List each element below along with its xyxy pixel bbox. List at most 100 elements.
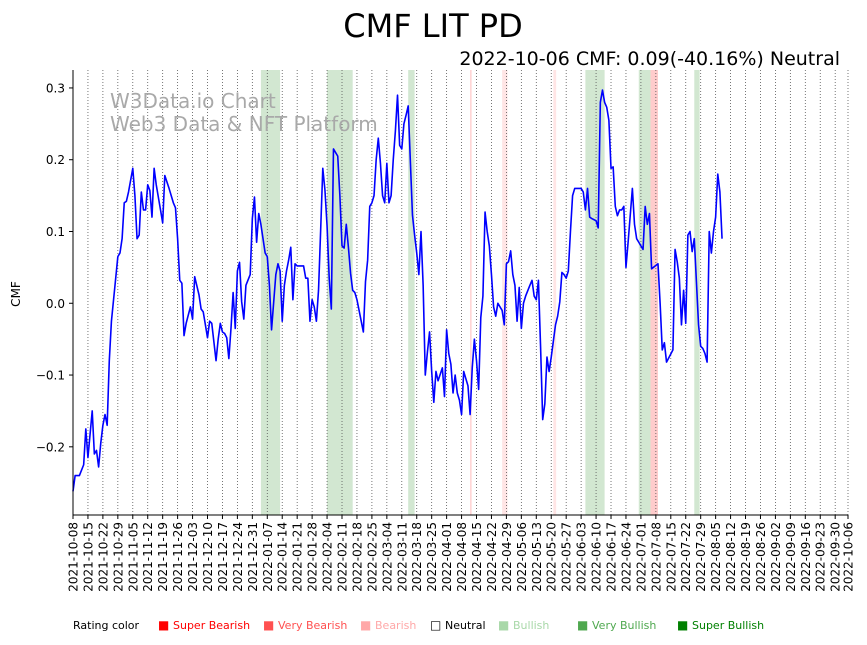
legend-item-super-bearish: ■ Super Bearish: [158, 618, 250, 632]
legend-marker: ■: [360, 618, 371, 632]
y-ticks: −0.2 −0.1 0.0 0.1 0.2 0.3: [36, 81, 73, 454]
x-tick-label: 2022-06-03: [575, 522, 589, 592]
x-tick-label: 2021-10-22: [96, 522, 110, 592]
x-tick-label: 2022-04-15: [470, 522, 484, 592]
x-tick-label: 2021-12-03: [186, 522, 200, 592]
y-tick-label: −0.2: [36, 440, 65, 454]
x-tick-label: 2022-07-08: [649, 522, 663, 592]
x-tick-label: 2022-05-13: [530, 522, 544, 592]
x-tick-label: 2022-06-10: [590, 522, 604, 592]
rating-span-bearish: [553, 70, 557, 515]
chart-subtitle: 2022-10-06 CMF: 0.09(-40.16%) Neutral: [459, 48, 840, 70]
legend-label: Bullish: [513, 619, 549, 632]
x-tick-label: 2022-08-26: [754, 522, 768, 592]
chart-title: CMF LIT PD: [343, 7, 522, 45]
x-tick-label: 2021-11-26: [171, 522, 185, 592]
legend-marker: ■: [677, 618, 688, 632]
x-tick-label: 2022-07-01: [634, 522, 648, 592]
x-tick-label: 2021-12-10: [201, 522, 215, 592]
x-tick-label: 2022-06-17: [605, 522, 619, 592]
x-tick-label: 2022-03-18: [410, 522, 424, 592]
x-tick-label: 2021-12-24: [231, 522, 245, 592]
legend-marker: □: [430, 618, 441, 632]
legend-item-neutral: □ Neutral: [430, 618, 486, 632]
cmf-line: [72, 89, 723, 492]
y-tick-label: 0.1: [46, 225, 65, 239]
y-tick-label: 0.0: [46, 297, 65, 311]
x-tick-label: 2022-09-09: [784, 522, 798, 592]
x-tick-label: 2021-10-29: [111, 522, 125, 592]
legend-marker: ■: [158, 618, 169, 632]
watermark: W3Data.io Chart Web3 Data & NFT Platform: [110, 89, 378, 136]
legend-label: Super Bullish: [692, 619, 764, 632]
x-tick-label: 2022-04-29: [500, 522, 514, 592]
x-tick-label: 2022-01-28: [306, 522, 320, 592]
x-tick-label: 2022-05-06: [515, 522, 529, 592]
rating-span-bullish: [408, 70, 415, 515]
y-tick-label: −0.1: [36, 369, 65, 383]
x-tick-label: 2021-12-17: [216, 522, 230, 592]
x-tick-label: 2022-02-11: [336, 522, 350, 592]
rating-span-very-bearish: [470, 70, 472, 515]
x-tick-label: 2022-05-27: [560, 522, 574, 592]
x-tick-label: 2021-11-05: [126, 522, 140, 592]
rating-span-bullish: [585, 70, 605, 515]
x-tick-label: 2022-04-01: [440, 522, 454, 592]
x-tick-label: 2022-02-04: [321, 522, 335, 592]
legend-label: Bearish: [375, 619, 416, 632]
x-tick-label: 2022-09-02: [769, 522, 783, 592]
x-tick-label: 2021-12-31: [246, 522, 260, 592]
legend-marker: ■: [498, 618, 509, 632]
x-tick-label: 2022-09-23: [814, 522, 828, 592]
x-tick-label: 2021-10-15: [81, 522, 95, 592]
legend-item-bearish: ■ Bearish: [360, 618, 416, 632]
y-axis-label: CMF: [9, 281, 23, 307]
x-tick-label: 2022-04-08: [455, 522, 469, 592]
x-tick-label: 2022-03-11: [395, 522, 409, 592]
x-tick-label: 2022-02-25: [365, 522, 379, 592]
axes: [72, 70, 848, 516]
y-tick-label: 0.3: [46, 81, 65, 95]
x-tick-label: 2022-08-19: [739, 522, 753, 592]
x-tick-label: 2022-07-29: [694, 522, 708, 592]
legend-title: Rating color: [73, 619, 140, 632]
x-tick-label: 2022-09-30: [829, 522, 843, 592]
x-tick-label: 2022-02-18: [350, 522, 364, 592]
legend-item-very-bullish: ■ Very Bullish: [577, 618, 656, 632]
x-gridlines: [72, 70, 849, 515]
x-tick-label: 2022-08-12: [724, 522, 738, 592]
legend-label: Very Bullish: [592, 619, 656, 632]
x-tick-label: 2021-11-19: [156, 522, 170, 592]
x-tick-label: 2022-01-14: [276, 522, 290, 592]
legend-item-super-bullish: ■ Super Bullish: [677, 618, 764, 632]
watermark-line-2: Web3 Data & NFT Platform: [110, 112, 378, 136]
rating-span-super-bearish: [650, 70, 658, 515]
legend-label: Very Bearish: [278, 619, 347, 632]
legend-label: Super Bearish: [173, 619, 250, 632]
x-tick-label: 2021-10-08: [67, 522, 81, 592]
x-tick-label: 2022-05-20: [545, 522, 559, 592]
legend-item-very-bearish: ■ Very Bearish: [263, 618, 347, 632]
x-tick-label: 2022-01-07: [261, 522, 275, 592]
x-tick-label: 2022-08-05: [709, 522, 723, 592]
x-tick-label: 2022-03-25: [425, 522, 439, 592]
cmf-series: [72, 89, 723, 492]
legend-marker: ■: [263, 618, 274, 632]
x-ticks: 2021-10-08 2021-10-15 2021-10-22 2021-10-29…: [67, 515, 856, 592]
legend-label: Neutral: [445, 619, 486, 632]
x-tick-label: 2021-11-12: [141, 522, 155, 592]
x-tick-label: 2022-01-21: [291, 522, 305, 592]
x-tick-label: 2022-03-04: [380, 522, 394, 592]
legend-marker: ■: [577, 618, 588, 632]
rating-span-bullish: [638, 70, 651, 515]
x-tick-label: 2022-07-22: [679, 522, 693, 592]
legend: Rating color ■ Super Bearish ■ Very Bearish…: [73, 618, 764, 632]
x-tick-label: 2022-09-16: [799, 522, 813, 592]
x-tick-label: 2022-10-06: [842, 522, 856, 592]
y-tick-label: 0.2: [46, 153, 65, 167]
watermark-line-1: W3Data.io Chart: [110, 89, 276, 113]
legend-item-bullish: ■ Bullish: [498, 618, 549, 632]
x-tick-label: 2022-07-15: [664, 522, 678, 592]
x-tick-label: 2022-06-24: [619, 522, 633, 592]
